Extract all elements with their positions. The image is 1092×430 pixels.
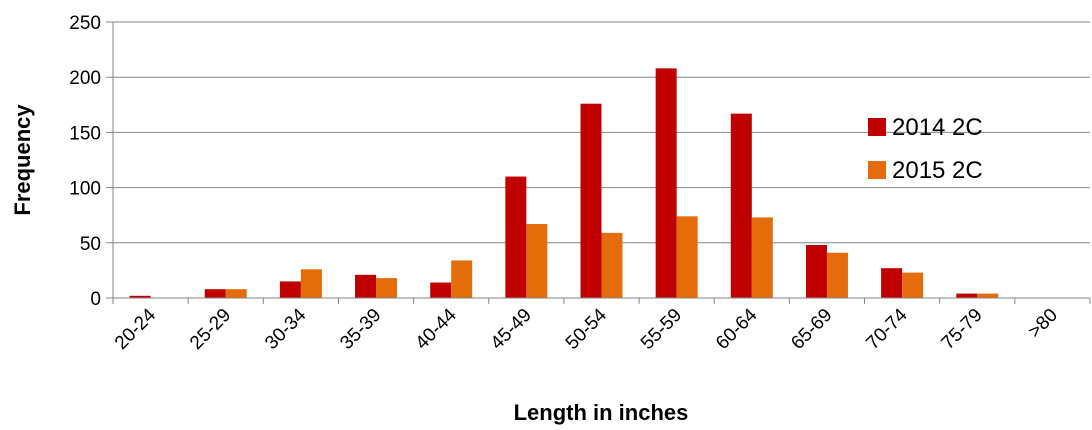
- y-tick-label: 250: [69, 13, 101, 34]
- bar-series-1: [730, 113, 752, 299]
- axes: [112, 22, 1091, 304]
- bar-series-2: [826, 252, 848, 298]
- x-tick-label: >80: [1024, 305, 1062, 343]
- bar-series-1: [430, 282, 452, 298]
- x-tick-label: 70-74: [862, 304, 912, 354]
- y-tick-label: 50: [80, 234, 101, 255]
- bar-series-1: [805, 245, 827, 298]
- x-tick-label: 20-24: [111, 304, 161, 354]
- bar-series-2: [451, 260, 473, 298]
- x-tick-label: 40-44: [412, 304, 462, 354]
- y-tick-labels: 0 50 100 150 200 250: [69, 13, 101, 310]
- legend: 2014 2C 2015 2C: [868, 114, 983, 184]
- bar-series-2: [902, 272, 924, 298]
- legend-label: 2015 2C: [892, 157, 983, 184]
- bar-series-2: [225, 289, 247, 298]
- x-tick-label: 25-29: [186, 305, 235, 354]
- bar-series-1: [956, 293, 978, 298]
- x-tick-label: 65-69: [787, 305, 836, 354]
- x-tick-label: 45-49: [487, 305, 536, 354]
- bar-series-1: [204, 289, 226, 298]
- y-tick-label: 150: [69, 123, 101, 144]
- bar-series-1: [881, 268, 903, 298]
- bar-series-2: [601, 232, 623, 298]
- bar-series-1: [129, 295, 151, 298]
- x-tick-label: 50-54: [562, 304, 612, 354]
- bar-series-1: [355, 274, 377, 298]
- y-tick-label: 100: [69, 179, 101, 200]
- bar-series-1: [655, 68, 677, 298]
- bar-series-2: [751, 217, 773, 298]
- x-axis-title: Length in inches: [514, 400, 689, 425]
- x-tick-labels: 20-24 25-29 30-34 35-39 40-44 45-49 50-54 55-59…: [111, 304, 1062, 354]
- bar-series-2: [526, 224, 548, 298]
- bar-series-2: [300, 269, 322, 298]
- legend-swatch: [868, 161, 886, 179]
- y-axis-title: Frequency: [10, 104, 35, 216]
- bars: [129, 68, 999, 299]
- x-tick-label: 35-39: [336, 305, 385, 354]
- x-tick-label: 30-34: [261, 304, 311, 354]
- legend-swatch: [868, 118, 886, 136]
- bar-series-1: [505, 176, 527, 298]
- bar-series-2: [977, 293, 999, 298]
- x-tick-label: 55-59: [637, 305, 686, 354]
- bar-series-1: [279, 281, 301, 298]
- y-tick-label: 0: [90, 289, 101, 310]
- bar-series-2: [676, 216, 698, 298]
- legend-label: 2014 2C: [892, 114, 983, 141]
- x-tick-label: 75-79: [938, 305, 987, 354]
- bar-series-2: [376, 278, 398, 298]
- bar-series-1: [580, 103, 602, 298]
- x-tick-label: 60-64: [712, 304, 762, 354]
- y-tick-label: 200: [69, 68, 101, 89]
